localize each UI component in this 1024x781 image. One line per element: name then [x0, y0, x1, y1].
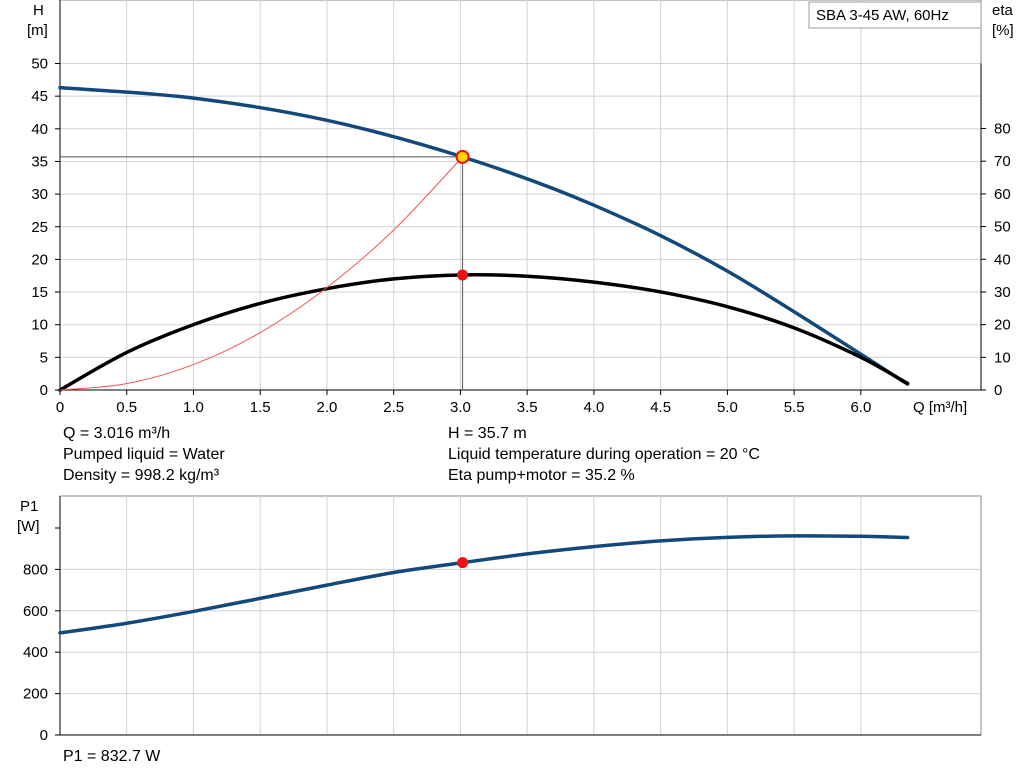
top-plot-frame: [59, 0, 982, 391]
y-right-tick-label: 80: [994, 121, 1011, 138]
y-right-tick-label: 40: [994, 251, 1011, 268]
y-tick-label: 40: [31, 121, 48, 138]
info-temperature: Liquid temperature during operation = 20…: [448, 446, 760, 463]
x-tick-label: 4.5: [650, 399, 671, 416]
y-tick-label: 20: [31, 251, 48, 268]
y-tick-label: 50: [31, 56, 48, 73]
x-tick-label: 5.5: [784, 399, 805, 416]
y-tick-label: 25: [31, 219, 48, 236]
bottom-series-group: [58, 534, 910, 635]
y-axis-label-h-unit: [m]: [27, 22, 48, 39]
power-y-tick-label: 200: [23, 686, 48, 703]
head-operating-point: [455, 149, 470, 164]
x-tick-label: 0: [56, 399, 64, 416]
y-right-tick-label: 10: [994, 349, 1011, 366]
top-series-group: [58, 85, 910, 392]
y-axis-label-eta: eta: [992, 2, 1014, 19]
power-line: [58, 534, 910, 635]
y-axis-label-p1: P1: [20, 498, 38, 515]
y-axis-label-h: H: [33, 2, 44, 19]
x-tick-label: 6.0: [850, 399, 871, 416]
y-right-tick-label: 0: [994, 382, 1002, 399]
chart-title: SBA 3-45 AW, 60Hz: [816, 7, 949, 24]
power-y-tick-label: 800: [23, 561, 48, 578]
info-power: P1 = 832.7 W: [63, 748, 161, 765]
efficiency-operating-point: [457, 269, 469, 281]
y-tick-label: 15: [31, 284, 48, 301]
x-tick-label: 5.0: [717, 399, 738, 416]
bottom-grid: [55, 496, 981, 736]
y-right-tick-label: 50: [994, 219, 1011, 236]
efficiency-line: [58, 273, 910, 392]
power-y-tick-label: 600: [23, 603, 48, 620]
y-axis-label-p1-unit: [W]: [17, 518, 40, 535]
x-tick-label: 3.0: [450, 399, 471, 416]
y-tick-label: 45: [31, 88, 48, 105]
y-tick-label: 30: [31, 186, 48, 203]
x-tick-label: 1.5: [250, 399, 271, 416]
head-efficiency-plot: 0 0.5 1.0 1.5 2.0 2.5 3.0 3.5 4.0 4.5 5.0 5.5 6.0 0 5 1…: [27, 0, 1014, 416]
y-right-tick-label: 70: [994, 153, 1011, 170]
y-tick-label: 5: [40, 349, 48, 366]
y-right-tick-label: 60: [994, 186, 1011, 203]
power-y-tick-label: 400: [23, 644, 48, 661]
system-curve-line: [59, 156, 464, 391]
top-tick-labels: 0 0.5 1.0 1.5 2.0 2.5 3.0 3.5 4.0 4.5 5.0 5.5 6.0 0 5 1…: [31, 56, 1010, 417]
x-tick-label: 2.0: [317, 399, 338, 416]
x-tick-label: 3.5: [517, 399, 538, 416]
x-tick-label: 2.5: [383, 399, 404, 416]
top-grid: [55, 0, 986, 395]
chart-title-box: SBA 3-45 AW, 60Hz: [808, 1, 982, 29]
info-flow: Q = 3.016 m³/h: [63, 425, 171, 442]
bottom-tick-labels: 0 200 400 600 800: [23, 561, 48, 744]
info-eta: Eta pump+motor = 35.2 %: [448, 467, 635, 484]
power-plot: 0 200 400 600 800 P1 [W]: [17, 495, 982, 744]
power-operating-point: [457, 557, 469, 569]
power-y-tick-label: 0: [40, 727, 48, 744]
info-density: Density = 998.2 kg/m³: [63, 467, 220, 484]
y-right-tick-label: 20: [994, 317, 1011, 334]
bottom-plot-frame: [59, 495, 982, 736]
y-tick-label: 10: [31, 317, 48, 334]
y-tick-label: 0: [40, 382, 48, 399]
info-head: H = 35.7 m: [448, 425, 527, 442]
x-tick-label: 4.0: [583, 399, 604, 416]
info-liquid: Pumped liquid = Water: [63, 446, 225, 463]
x-tick-label: 1.0: [183, 399, 204, 416]
y-right-tick-label: 30: [994, 284, 1011, 301]
x-tick-label: 0.5: [116, 399, 137, 416]
y-tick-label: 35: [31, 153, 48, 170]
x-axis-label: Q [m³/h]: [913, 399, 967, 416]
head-line: [58, 85, 910, 386]
y-axis-label-eta-unit: [%]: [992, 22, 1014, 39]
